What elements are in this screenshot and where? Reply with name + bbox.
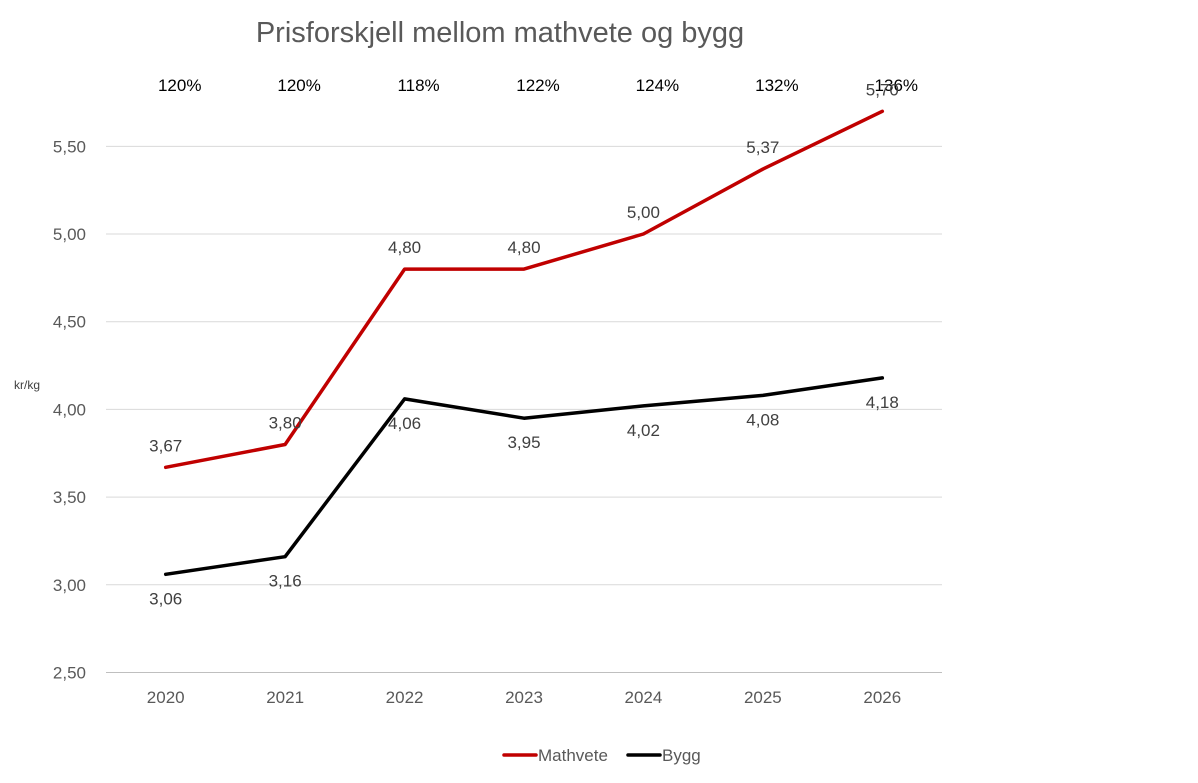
y-tick-label: 5,00 (53, 225, 86, 244)
data-label: 3,80 (269, 414, 302, 433)
data-label: 5,00 (627, 203, 660, 222)
gridlines (106, 145, 942, 673)
ratio-annotation: 122% (516, 76, 559, 95)
series-line-bygg (163, 376, 885, 577)
data-label: 4,02 (627, 421, 660, 440)
data-labels: 3,67 3,80 4,80 4,80 5,00 5,37 5,70 3,06 3,16 4,06… (149, 80, 899, 608)
data-label: 5,70 (866, 80, 899, 99)
data-label: 4,80 (507, 238, 540, 257)
x-tick-label: 2026 (863, 688, 901, 707)
ratio-annotation: 124% (636, 76, 679, 95)
ratio-annotation: 136% (875, 76, 918, 95)
data-label: 3,95 (507, 433, 540, 452)
x-axis-ticks: 2020 2021 2022 2023 2024 2025 2026 (147, 688, 901, 707)
x-tick-label: 2020 (147, 688, 185, 707)
y-axis-label: kr/kg (14, 378, 40, 392)
ratio-annotation: 132% (755, 76, 798, 95)
y-tick-label: 4,50 (53, 313, 86, 332)
data-label: 3,16 (269, 572, 302, 591)
x-tick-label: 2024 (625, 688, 663, 707)
x-tick-label: 2022 (386, 688, 424, 707)
series-line-mathvete (163, 109, 885, 470)
data-label: 4,08 (746, 410, 779, 429)
ratio-annotation: 120% (158, 76, 201, 95)
x-tick-label: 2021 (266, 688, 304, 707)
legend-label: Mathvete (538, 746, 608, 765)
data-label: 4,80 (388, 238, 421, 257)
series-lines (163, 109, 885, 577)
ratio-annotation: 118% (397, 76, 439, 95)
ratio-annotations: 120% 120% 118% 122% 124% 132% 136% (158, 76, 918, 95)
legend-label: Bygg (662, 746, 701, 765)
y-tick-label: 3,50 (53, 488, 86, 507)
y-tick-label: 3,00 (53, 576, 86, 595)
y-axis-ticks: 2,50 3,00 3,50 4,00 4,50 5,00 5,50 (53, 137, 86, 682)
y-tick-label: 5,50 (53, 137, 86, 156)
data-label: 3,67 (149, 436, 182, 455)
data-label: 5,37 (746, 138, 779, 157)
data-label: 3,06 (149, 589, 182, 608)
y-tick-label: 2,50 (53, 664, 86, 683)
chart-title: Prisforskjell mellom mathvete og bygg (256, 17, 744, 49)
data-label: 4,06 (388, 414, 421, 433)
x-tick-label: 2025 (744, 688, 782, 707)
legend: Mathvete Bygg (502, 746, 701, 765)
data-label: 4,18 (866, 393, 899, 412)
x-tick-label: 2023 (505, 688, 543, 707)
y-tick-label: 4,00 (53, 400, 86, 419)
ratio-annotation: 120% (277, 76, 320, 95)
